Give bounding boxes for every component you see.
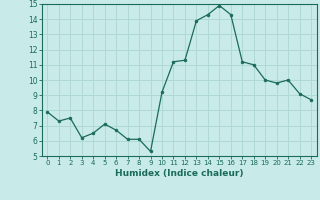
X-axis label: Humidex (Indice chaleur): Humidex (Indice chaleur) [115,169,244,178]
